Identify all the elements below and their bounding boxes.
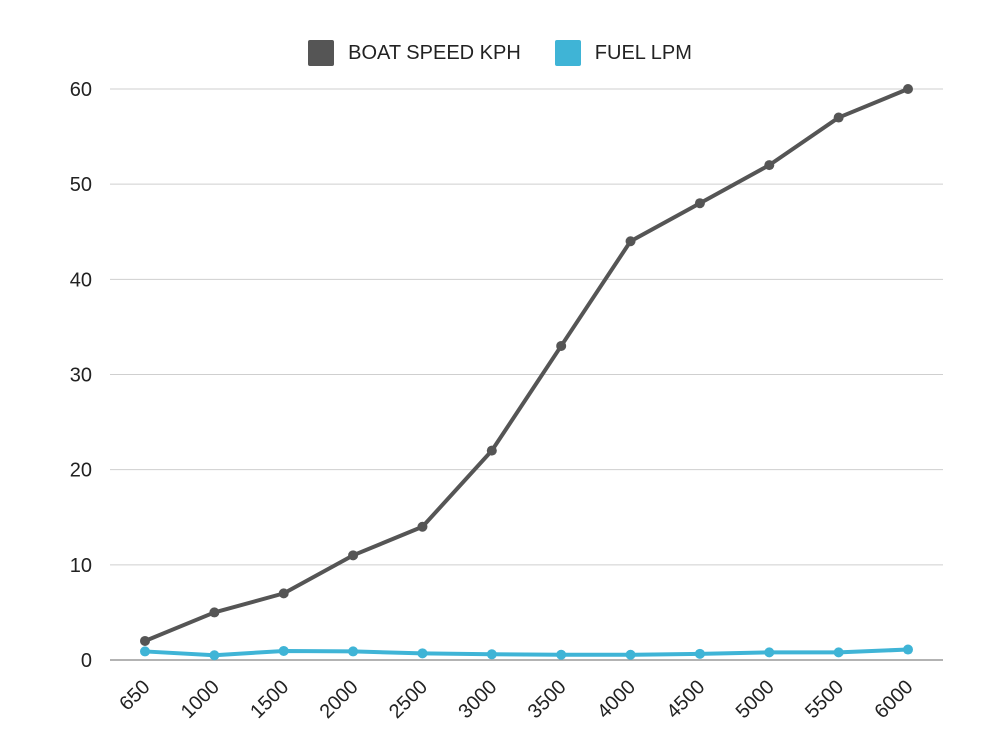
data-point-fuel	[556, 649, 567, 660]
data-point-boat-speed	[833, 112, 844, 123]
data-point-fuel	[209, 650, 220, 661]
data-point-fuel	[694, 648, 705, 659]
data-point-boat-speed	[625, 236, 636, 247]
data-point-fuel	[625, 649, 636, 660]
y-tick-label: 60	[70, 79, 92, 101]
data-point-boat-speed	[764, 160, 775, 171]
data-point-boat-speed	[486, 445, 497, 456]
y-tick-label: 0	[81, 650, 92, 672]
y-tick-label: 30	[70, 365, 92, 387]
x-tick-label: 1000	[177, 676, 224, 723]
legend-swatch-boat-speed	[308, 40, 335, 66]
legend-item-boat-speed: BOAT SPEED KPH	[308, 40, 521, 66]
series-line-boat-speed	[143, 87, 910, 643]
chart-legend: BOAT SPEED KPH FUEL LPM	[0, 40, 1000, 66]
x-tick-label: 2500	[385, 676, 432, 723]
data-point-boat-speed	[209, 607, 220, 618]
x-tick-label: 1500	[246, 676, 293, 723]
data-point-boat-speed	[417, 521, 428, 532]
data-point-boat-speed	[694, 198, 705, 209]
x-tick-label: 650	[115, 676, 154, 715]
data-point-boat-speed	[348, 550, 359, 561]
data-point-fuel	[833, 647, 844, 658]
data-point-fuel	[764, 647, 775, 658]
x-tick-label: 6000	[871, 676, 918, 723]
y-tick-label: 20	[70, 460, 92, 482]
legend-label-boat-speed: BOAT SPEED KPH	[348, 41, 521, 64]
x-tick-label: 5500	[801, 676, 848, 723]
x-tick-label: 3500	[524, 676, 571, 723]
x-tick-label: 4500	[662, 676, 709, 723]
x-tick-label: 3000	[454, 676, 501, 723]
data-point-fuel	[417, 648, 428, 659]
y-tick-label: 40	[70, 269, 92, 291]
data-point-fuel	[140, 646, 150, 657]
legend-swatch-fuel	[554, 40, 581, 66]
legend-label-fuel: FUEL LPM	[594, 41, 692, 64]
y-tick-label: 50	[70, 174, 92, 196]
series-line-fuel	[143, 647, 910, 658]
data-point-boat-speed	[278, 588, 289, 599]
data-point-fuel	[486, 649, 497, 660]
x-tick-label: 2000	[316, 676, 363, 723]
legend-item-fuel: FUEL LPM	[554, 40, 692, 66]
data-point-boat-speed	[140, 635, 150, 646]
y-tick-label: 10	[70, 555, 92, 577]
data-point-fuel	[903, 644, 913, 655]
x-tick-label: 5000	[732, 676, 779, 723]
data-point-boat-speed	[556, 340, 567, 351]
data-point-fuel	[348, 646, 359, 657]
x-tick-label: 4000	[593, 676, 640, 723]
data-point-boat-speed	[903, 84, 913, 94]
data-point-fuel	[278, 645, 289, 656]
